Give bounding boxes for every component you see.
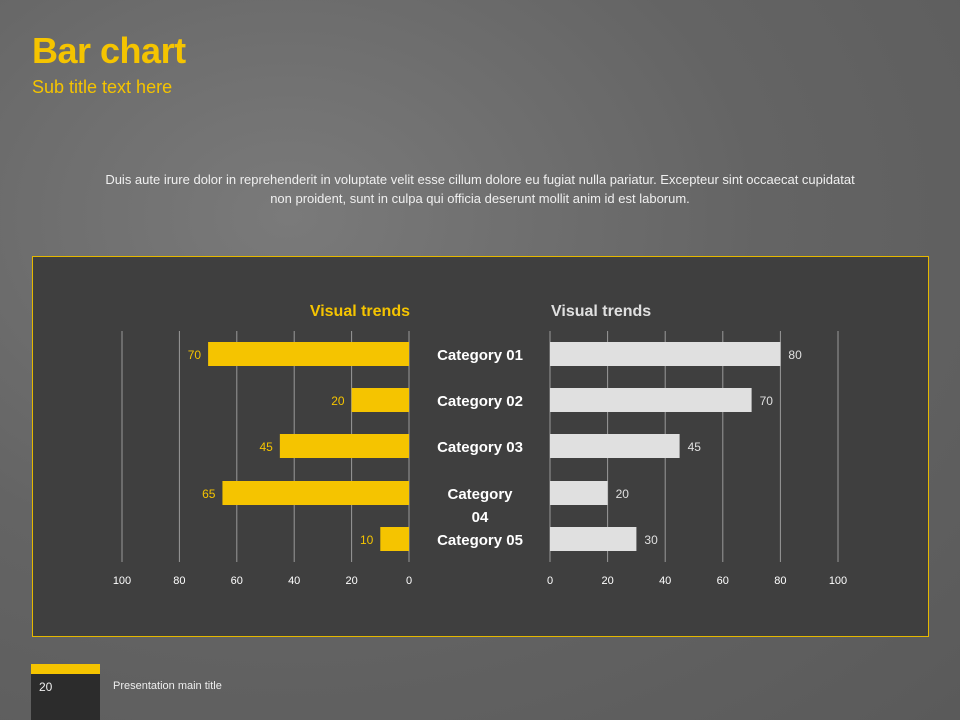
- axis-tick-label: 60: [231, 575, 243, 587]
- category-label: Category: [447, 486, 513, 503]
- bar: [550, 388, 752, 412]
- axis-tick-label: 0: [406, 575, 412, 587]
- data-label: 80: [788, 348, 802, 362]
- bar: [550, 434, 680, 458]
- page-subtitle: Sub title text here: [32, 77, 173, 97]
- bar: [550, 342, 781, 366]
- axis-tick-label: 100: [113, 575, 131, 587]
- data-label: 65: [202, 487, 216, 501]
- page-title: Bar chart: [32, 30, 186, 71]
- category-label: Category 02: [437, 393, 523, 410]
- data-label: 10: [360, 533, 374, 547]
- bar: [550, 481, 608, 505]
- axis-tick-label: 20: [601, 575, 613, 587]
- footer-accent-bar: [31, 664, 100, 674]
- data-label: 45: [688, 440, 702, 454]
- axis-tick-label: 100: [829, 575, 847, 587]
- data-label: 20: [331, 394, 345, 408]
- body-paragraph: Duis aute irure dolor in reprehenderit i…: [105, 172, 855, 206]
- axis-tick-label: 40: [288, 575, 300, 587]
- bar: [222, 481, 409, 505]
- footer-page-box: [31, 674, 100, 720]
- category-label: Category 05: [437, 532, 523, 549]
- chart-title: Visual trends: [310, 303, 410, 320]
- page-number: 20: [39, 680, 53, 694]
- data-label: 20: [616, 487, 630, 501]
- axis-tick-label: 20: [345, 575, 357, 587]
- bar: [279, 434, 409, 458]
- data-label: 45: [259, 440, 273, 454]
- data-label: 70: [760, 394, 774, 408]
- bar: [351, 388, 409, 412]
- bar: [550, 527, 637, 551]
- chart-title: Visual trends: [551, 303, 651, 320]
- axis-tick-label: 80: [774, 575, 786, 587]
- presentation-title: Presentation main title: [113, 680, 222, 692]
- bar: [208, 342, 409, 366]
- data-label: 70: [188, 348, 202, 362]
- data-label: 30: [644, 533, 658, 547]
- bar: [380, 527, 409, 551]
- category-label: 04: [472, 509, 489, 526]
- axis-tick-label: 60: [717, 575, 729, 587]
- axis-tick-label: 80: [173, 575, 185, 587]
- axis-tick-label: 0: [547, 575, 553, 587]
- category-label: Category 01: [437, 347, 523, 364]
- axis-tick-label: 40: [659, 575, 671, 587]
- chart-panel: [32, 256, 929, 637]
- category-label: Category 03: [437, 439, 523, 456]
